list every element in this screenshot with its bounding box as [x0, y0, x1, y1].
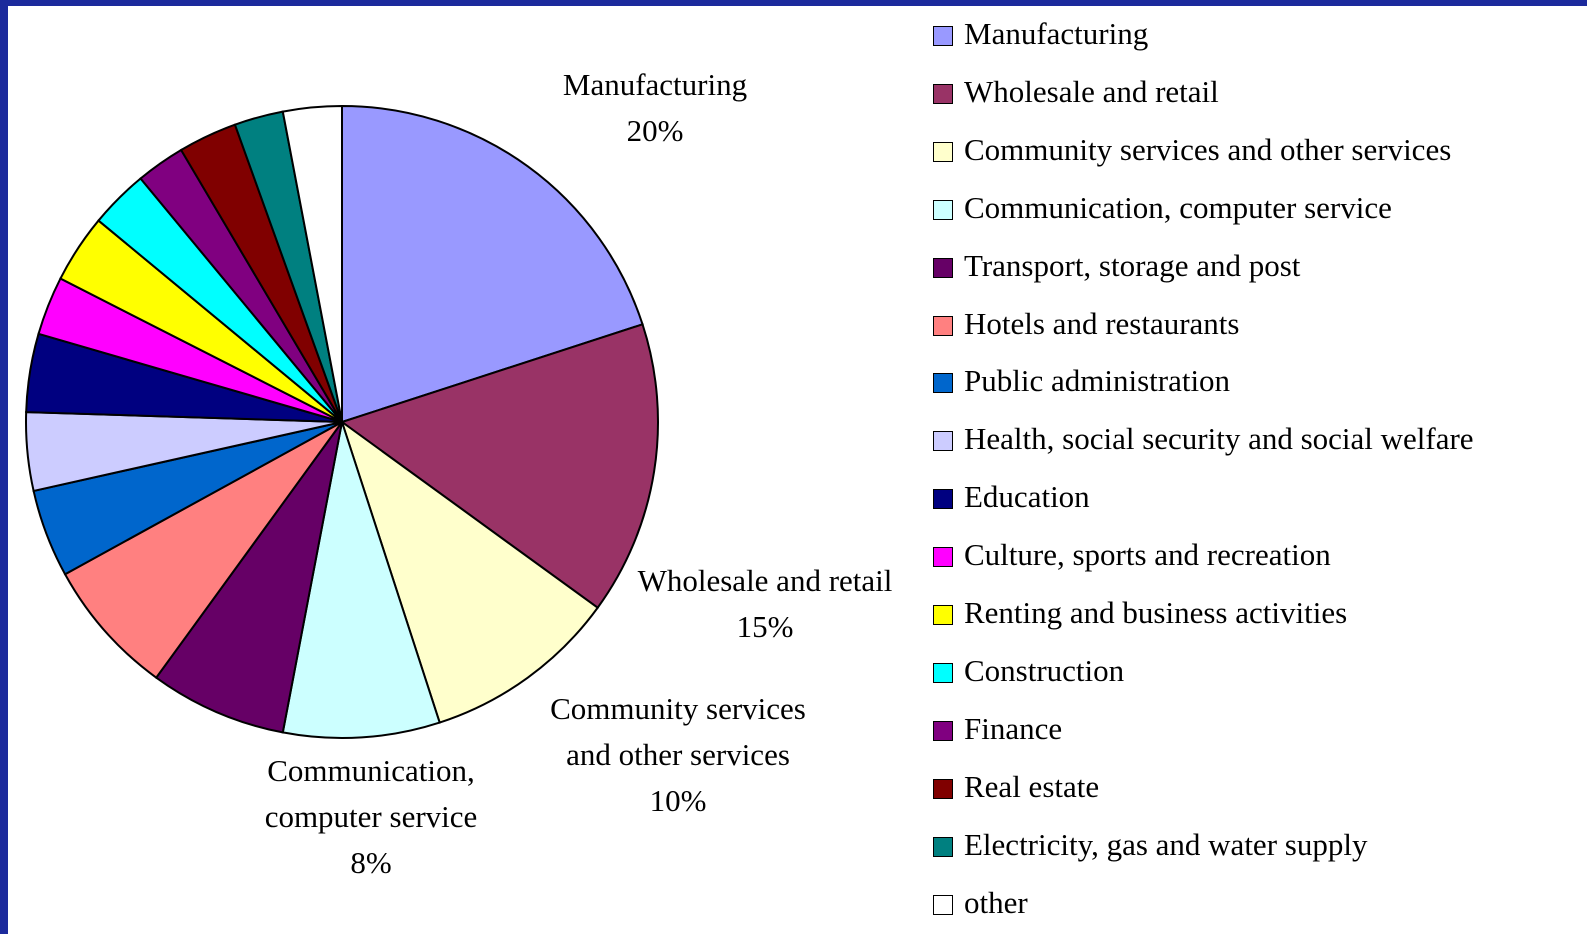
legend-swatch [933, 894, 953, 915]
legend-label: Communication, computer service [964, 189, 1392, 225]
legend-label: Health, social security and social welfa… [964, 421, 1474, 457]
pie-slice [281, 104, 343, 423]
slice-label-name: Communication, computer service [264, 753, 478, 834]
legend-label: Education [964, 479, 1090, 515]
legend-swatch [933, 836, 953, 857]
legend-swatch [933, 141, 953, 162]
legend-label: Transport, storage and post [964, 247, 1301, 283]
legend-swatch [933, 26, 953, 46]
slice-label: Community services and other services 10% [528, 686, 828, 824]
slice-label: Wholesale and retail 15% [620, 558, 910, 650]
pie-slice [281, 421, 441, 739]
legend-label: other [964, 884, 1028, 920]
legend-swatch [933, 605, 953, 625]
legend-label: Culture, sports and recreation [964, 537, 1331, 573]
pie-slice [341, 104, 644, 424]
legend-swatch [933, 373, 953, 394]
legend-label: Electricity, gas and water supply [964, 826, 1368, 862]
pie-chart [25, 104, 659, 739]
slice-label: Communication, computer service 8% [236, 748, 506, 886]
slice-label-value: 20% [626, 113, 684, 148]
slice-label-name: Manufacturing [562, 67, 748, 102]
legend-label: Wholesale and retail [964, 73, 1219, 109]
legend-label: Construction [964, 652, 1125, 688]
legend-label: Hotels and restaurants [964, 305, 1240, 341]
chart-area: Manufacturing Wholesale and retail Communi… [8, 6, 1587, 934]
slice-label: Manufacturing 20% [535, 62, 775, 154]
pie-slice [339, 323, 659, 610]
legend-swatch [933, 778, 953, 799]
slice-label-name: Community services and other services [550, 691, 806, 772]
pie-slice [340, 419, 600, 724]
legend-swatch [933, 83, 953, 104]
legend-swatch [933, 315, 953, 336]
slice-label-value: 8% [350, 845, 392, 880]
legend-swatch [933, 257, 953, 278]
slice-label-value: 15% [736, 609, 794, 644]
legend-swatch [933, 199, 953, 220]
legend-swatch [933, 662, 953, 683]
pie-slice [63, 421, 343, 680]
legend-swatch [933, 431, 953, 452]
legend-label: Finance [964, 710, 1063, 746]
legend-label: Community services and other services [964, 131, 1452, 167]
pie-slice [154, 421, 343, 734]
legend-swatch [933, 489, 953, 510]
slice-label-value: 10% [649, 783, 707, 818]
legend-swatch [933, 720, 953, 741]
legend-label: Renting and business activities [964, 595, 1348, 630]
legend-label: Real estate [964, 768, 1100, 804]
legend-label: Public administration [964, 363, 1231, 399]
slice-label-name: Wholesale and retail [637, 563, 893, 598]
legend-swatch [933, 547, 953, 568]
legend-label: Manufacturing [964, 16, 1149, 51]
